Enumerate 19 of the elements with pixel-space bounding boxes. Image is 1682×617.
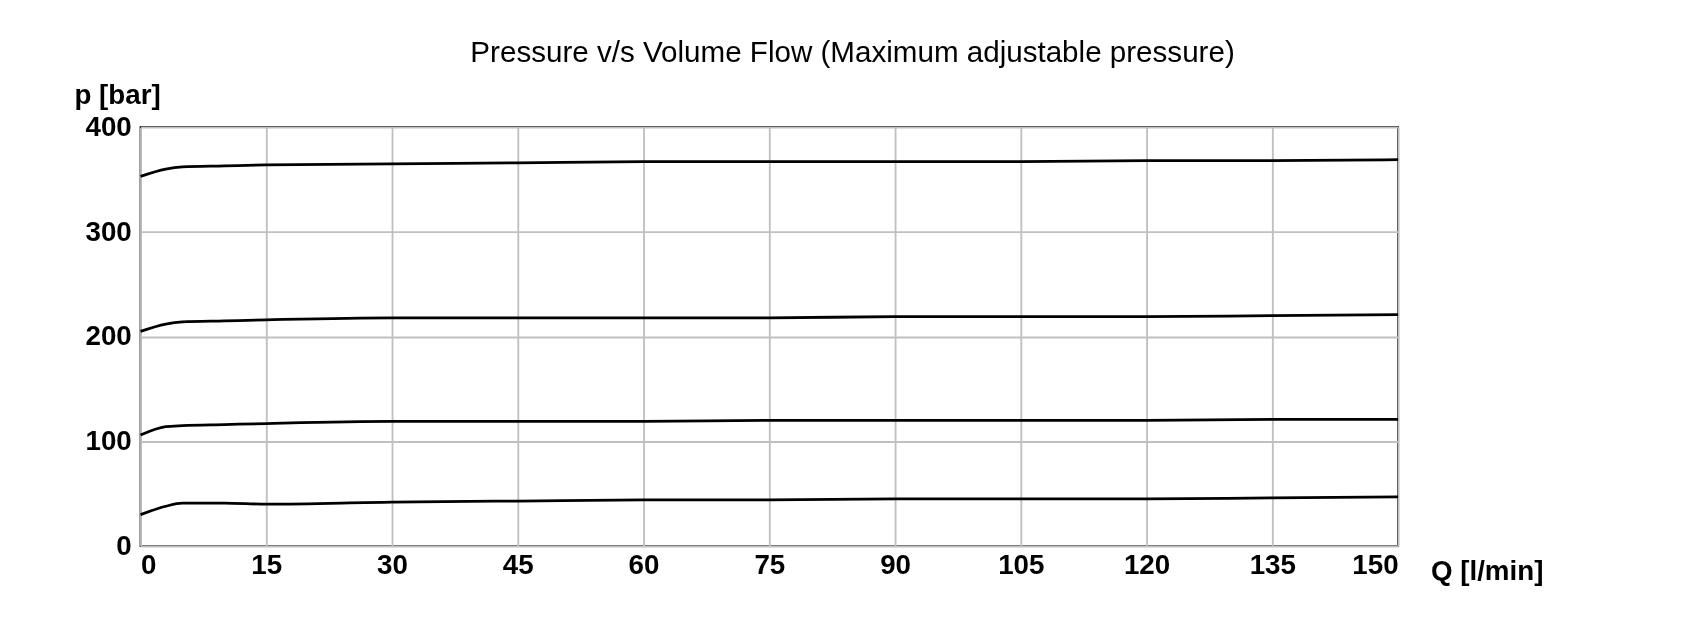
x-tick-label: 60 (628, 549, 660, 581)
y-tick-label: 0 (116, 529, 132, 561)
x-tick-label: 45 (502, 549, 534, 581)
x-tick-label: 105 (998, 549, 1045, 581)
x-tick-label: 0 (141, 549, 157, 581)
x-tick-label: 30 (377, 549, 408, 581)
x-tick-label: 135 (1249, 549, 1296, 581)
x-tick-label: 90 (880, 549, 911, 581)
y-tick-label: 100 (85, 425, 132, 457)
x-tick-label: 15 (251, 549, 283, 581)
x-tick-label: 150 (1352, 549, 1399, 581)
x-tick-label: 120 (1123, 549, 1171, 581)
y-axis-title: p [bar] (74, 78, 161, 110)
y-tick-label: 200 (85, 320, 132, 352)
y-tick-label: 300 (85, 215, 132, 247)
x-axis-title: Q [l/min] (1430, 554, 1544, 586)
x-tick-label: 75 (754, 549, 786, 581)
chart-title: Pressure v/s Volume Flow (Maximum adjustable pressure) (470, 34, 1235, 68)
y-tick-label: 400 (85, 110, 132, 142)
